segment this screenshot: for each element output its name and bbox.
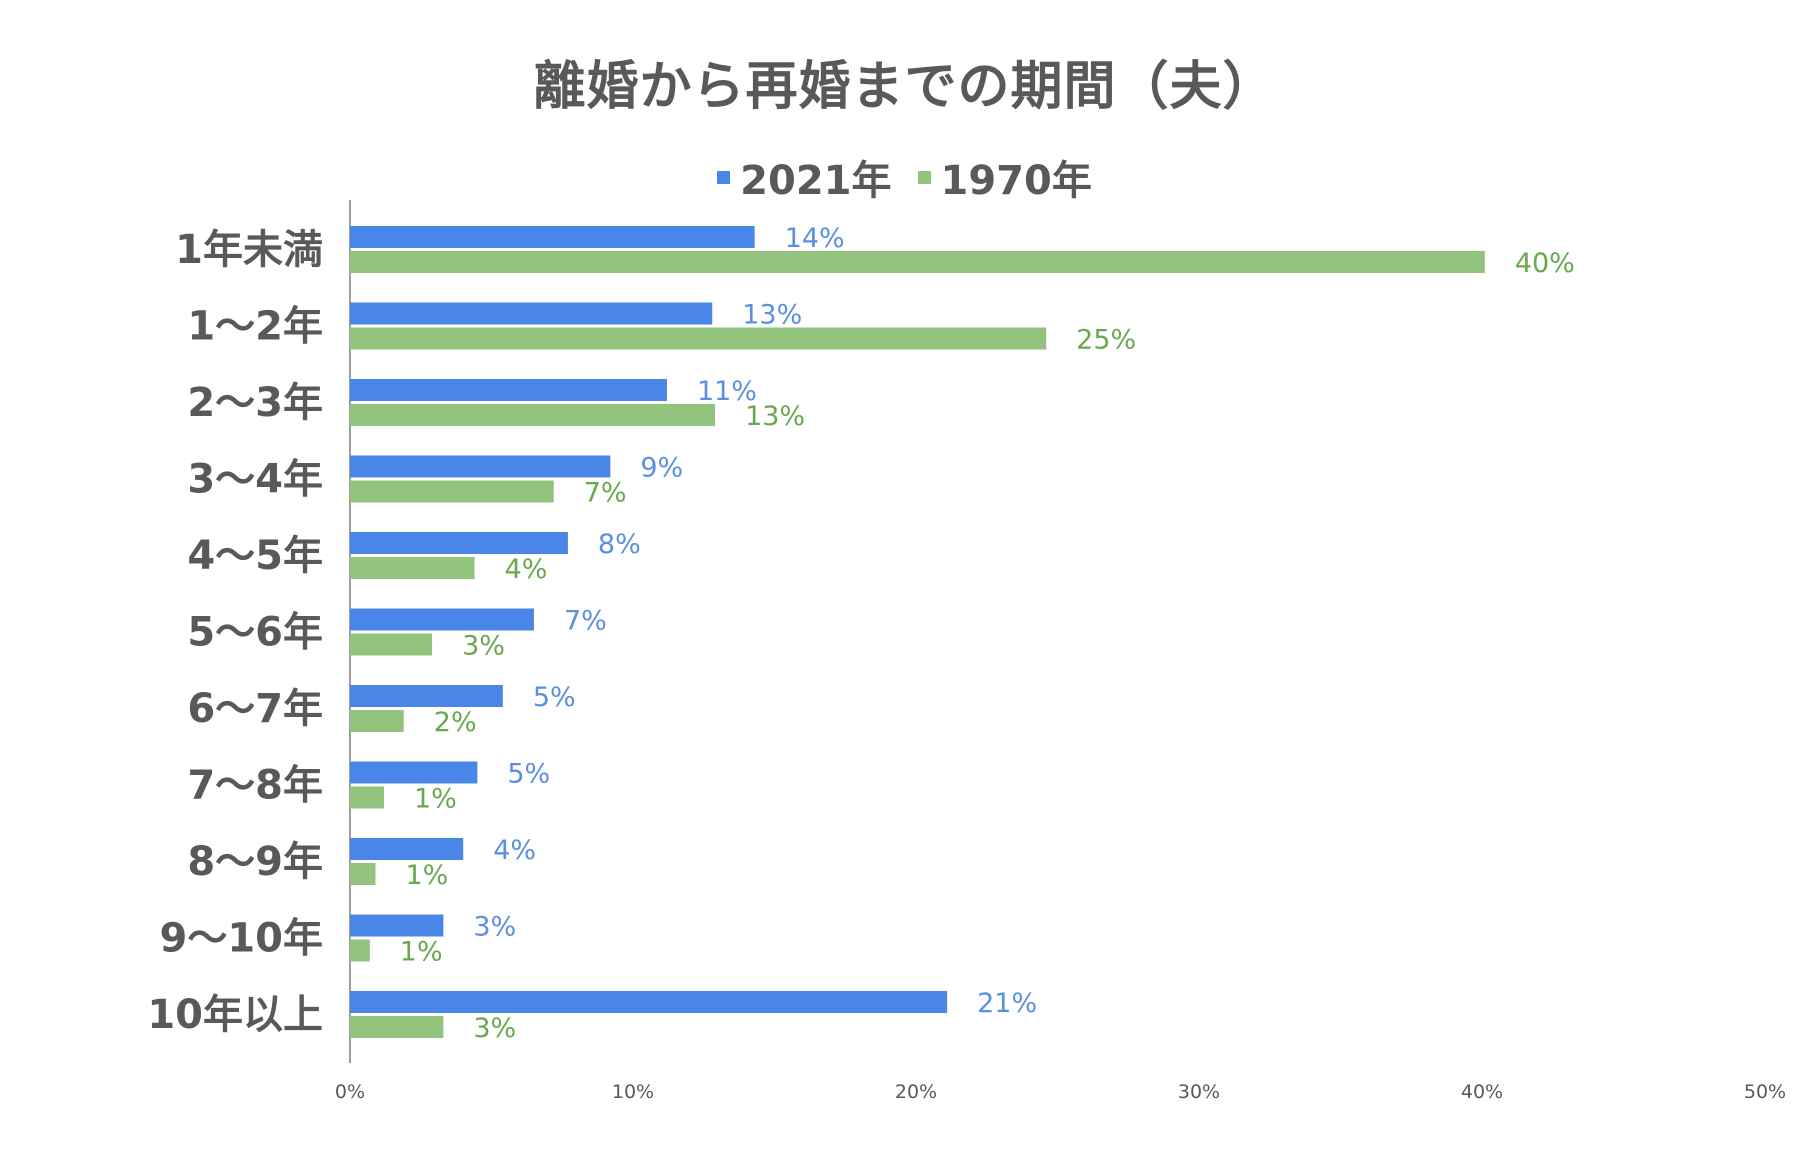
data-label-2021: 4% xyxy=(493,835,536,866)
data-label-1970: 7% xyxy=(584,478,627,509)
category-label: 5～6年 xyxy=(187,610,323,656)
data-label-2021: 21% xyxy=(977,988,1037,1019)
category-label: 9～10年 xyxy=(160,916,324,962)
bar-2021 xyxy=(350,455,611,478)
bar-1970 xyxy=(350,786,384,809)
data-label-1970: 13% xyxy=(745,401,805,432)
category-label: 1～2年 xyxy=(187,304,323,350)
data-label-2021: 7% xyxy=(564,606,607,637)
x-tick-label: 50% xyxy=(1744,1081,1786,1103)
legend-label-1970: 1970年 xyxy=(940,158,1092,204)
data-label-2021: 3% xyxy=(473,912,516,943)
x-tick-label: 40% xyxy=(1461,1081,1503,1103)
data-label-1970: 25% xyxy=(1076,325,1136,356)
data-label-1970: 40% xyxy=(1515,248,1575,279)
category-label: 10年以上 xyxy=(147,992,323,1038)
bar-1970 xyxy=(350,863,376,885)
bar-1970 xyxy=(350,404,716,426)
legend-item-2021: 2021年 xyxy=(717,148,892,206)
x-tick-label: 30% xyxy=(1178,1081,1220,1103)
category-label: 7～8年 xyxy=(187,763,323,809)
data-label-1970: 2% xyxy=(434,707,477,738)
chart-title: 離婚から再婚までの期間（夫） xyxy=(533,57,1276,117)
category-label: 3～4年 xyxy=(187,457,323,503)
bar-1970 xyxy=(350,251,1485,273)
x-tick-label: 0% xyxy=(335,1081,365,1103)
category-label: 2～3年 xyxy=(187,380,323,426)
data-label-1970: 3% xyxy=(473,1013,516,1044)
category-label: 6～7年 xyxy=(187,686,323,732)
category-label: 8～9年 xyxy=(187,839,323,885)
bar-1970 xyxy=(350,557,475,579)
x-tick-label: 20% xyxy=(895,1081,937,1103)
bar-1970 xyxy=(350,480,554,503)
data-label-2021: 5% xyxy=(533,682,576,713)
data-label-1970: 1% xyxy=(400,937,443,968)
bar-2021 xyxy=(350,914,444,937)
bar-1970 xyxy=(350,710,404,732)
legend-item-1970: 1970年 xyxy=(917,148,1092,206)
bar-2021 xyxy=(350,302,713,325)
bar-2021 xyxy=(350,226,755,248)
data-label-1970: 3% xyxy=(462,631,505,662)
bar-2021 xyxy=(350,608,534,631)
bar-1970 xyxy=(350,1016,444,1038)
bar-2021 xyxy=(350,532,568,554)
bar-2021 xyxy=(350,685,503,707)
bar-1970 xyxy=(350,939,370,962)
data-label-2021: 13% xyxy=(742,300,802,331)
category-label: 4～5年 xyxy=(187,533,323,579)
data-label-2021: 9% xyxy=(640,453,683,484)
x-tick-label: 10% xyxy=(612,1081,654,1103)
data-label-1970: 4% xyxy=(505,554,548,585)
bar-2021 xyxy=(350,838,464,860)
data-label-1970: 1% xyxy=(414,784,457,815)
legend: 2021年 1970年 xyxy=(0,148,1809,206)
bar-1970 xyxy=(350,327,1047,350)
legend-swatch-2021 xyxy=(717,170,731,184)
data-label-2021: 8% xyxy=(598,529,641,560)
data-label-2021: 5% xyxy=(507,759,550,790)
bar-2021 xyxy=(350,379,667,401)
bar-2021 xyxy=(350,991,948,1013)
legend-label-2021: 2021年 xyxy=(740,158,892,204)
data-label-2021: 14% xyxy=(785,223,845,254)
data-label-2021: 11% xyxy=(697,376,757,407)
data-label-1970: 1% xyxy=(405,860,448,891)
bar-2021 xyxy=(350,761,478,784)
category-label: 1年未満 xyxy=(175,227,323,273)
bar-1970 xyxy=(350,633,433,656)
legend-swatch-1970 xyxy=(917,170,931,184)
